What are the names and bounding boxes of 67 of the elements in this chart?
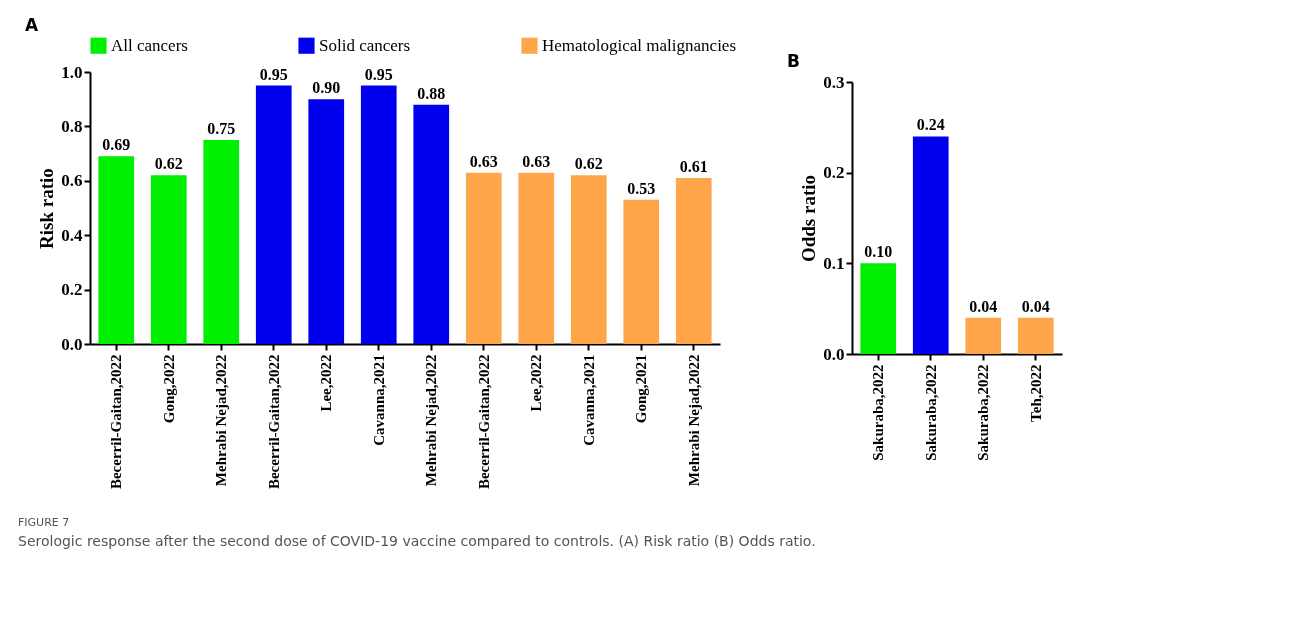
bar [1017, 317, 1054, 354]
x-tick-label: Becerril-Gaitan,2022 [475, 354, 492, 490]
data-label: 0.10 [864, 243, 893, 261]
y-tick-label: 0.2 [823, 163, 845, 183]
x-tick-label: Mehrabi Nejad,2022 [213, 354, 230, 487]
bar [150, 175, 187, 344]
legend-label: Hematological malignancies [542, 35, 737, 55]
x-tick-label: Cavanna,2021 [580, 354, 597, 446]
data-label: 0.63 [469, 152, 498, 170]
y-tick-label: 0.1 [823, 253, 845, 273]
data-label: 0.24 [916, 116, 945, 134]
x-tick-label: Sakuraba,2022 [870, 364, 887, 461]
data-label: 0.62 [154, 155, 183, 173]
data-label: 0.88 [417, 84, 446, 102]
data-label: 0.04 [1021, 297, 1050, 315]
y-tick-label: 0.8 [61, 116, 83, 136]
caption: FIGURE 7 [18, 516, 71, 529]
bar [413, 104, 450, 344]
x-tick-label: Gong,2022 [160, 354, 177, 424]
bar [308, 99, 345, 344]
x-tick-label: Lee,2022 [318, 354, 335, 412]
legend-label: All cancers [111, 35, 188, 55]
data-label: 0.63 [522, 152, 551, 170]
x-tick-label: Sakuraba,2022 [975, 364, 992, 461]
bar [675, 178, 712, 344]
chart-title: A [25, 15, 39, 35]
x-tick-label: Lee,2022 [528, 354, 545, 412]
x-tick-label: Mehrabi Nejad,2022 [685, 354, 702, 487]
bar [360, 85, 397, 344]
x-tick-label: Mehrabi Nejad,2022 [423, 354, 440, 487]
data-label: 0.04 [969, 297, 998, 315]
y-axis-title: Odds ratio [798, 174, 820, 263]
bar [860, 263, 897, 354]
y-tick-label: 0.6 [61, 171, 83, 191]
y-axis-title: Risk ratio [36, 168, 58, 249]
data-label: 0.69 [102, 136, 131, 154]
y-tick-label: 1.0 [61, 62, 83, 82]
x-tick-label: Becerril-Gaitan,2022 [265, 354, 282, 490]
bar [465, 172, 502, 344]
y-tick-label: 0.2 [61, 280, 83, 300]
x-tick-label: Gong,2021 [633, 354, 650, 424]
y-tick-label: 0.3 [823, 72, 845, 92]
bar [912, 136, 949, 354]
chart-title: B [787, 51, 800, 71]
text: Serologic response after the second dose of COVID-19 vaccine compared to controls. (A) Risk ratio (B) Odds ratio. [18, 533, 817, 549]
y-tick-label: 0.4 [61, 225, 83, 245]
y-tick-label: 0.0 [61, 334, 83, 354]
data-label: 0.62 [574, 155, 603, 173]
data-label: 0.95 [259, 65, 288, 83]
data-label: 0.75 [207, 120, 236, 137]
x-tick-label: Sakuraba,2022 [922, 364, 939, 461]
bar [98, 156, 135, 344]
bar [623, 199, 660, 344]
y-tick-label: 0.0 [823, 344, 845, 364]
data-label: 0.53 [627, 179, 656, 197]
x-tick-label: Becerril-Gaitan,2022 [108, 354, 125, 490]
x-tick-label: Cavanna,2021 [370, 354, 387, 446]
legend-label: Solid cancers [319, 35, 411, 55]
data-label: 0.90 [312, 79, 341, 97]
bar [203, 140, 240, 344]
data-label: 0.95 [364, 65, 393, 83]
bar [965, 317, 1002, 354]
bar [255, 85, 292, 344]
data-label: 0.61 [679, 158, 708, 176]
bar [570, 175, 607, 344]
bar [518, 172, 555, 344]
x-tick-label: Teh,2022 [1027, 364, 1044, 422]
